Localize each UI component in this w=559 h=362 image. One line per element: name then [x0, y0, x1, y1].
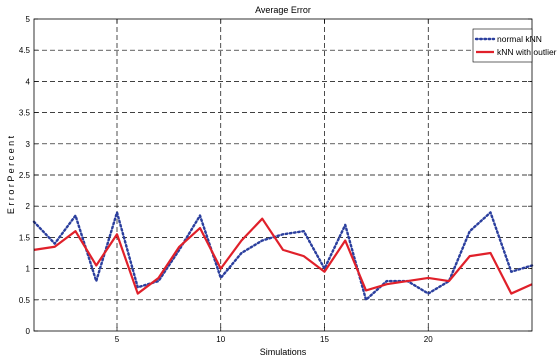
y-tick-label: 1	[26, 265, 31, 274]
y-tick-label: 3.5	[19, 109, 31, 118]
y-axis-title: E r r o r P e r c e n t	[6, 135, 16, 214]
y-tick-label: 0.5	[19, 296, 31, 305]
series-line-knn-with-outlier	[33, 217, 533, 295]
x-tick-label: 20	[424, 335, 433, 344]
y-tick-label: 0	[26, 327, 31, 336]
y-tick-label: 4.5	[19, 46, 31, 55]
y-tick-label: 5	[26, 15, 31, 24]
y-tick-label: 2.5	[19, 171, 31, 180]
y-tick-label: 2	[26, 202, 31, 211]
y-tick-label: 3	[26, 140, 31, 149]
legend-box	[472, 28, 533, 63]
x-tick-label: 5	[115, 335, 120, 344]
x-tick-label: 10	[216, 335, 225, 344]
legend-label: normal kNN	[497, 34, 542, 44]
axis-ticks: 0 0.5 1 1.5 2 2.5 3 3.5 4 4.5 5 5 10 15 20	[19, 15, 532, 344]
grid	[34, 19, 532, 331]
series-group	[32, 211, 534, 301]
legend-label: kNN with outlier	[497, 47, 557, 57]
series-line-normal-knn	[32, 211, 534, 301]
chart-title: Average Error	[255, 5, 311, 15]
legend: normal kNN kNN with outlier	[472, 28, 557, 63]
y-tick-label: 4	[26, 77, 31, 86]
y-tick-label: 1.5	[19, 233, 31, 242]
x-tick-label: 15	[320, 335, 329, 344]
x-axis-title: Simulations	[260, 347, 307, 357]
